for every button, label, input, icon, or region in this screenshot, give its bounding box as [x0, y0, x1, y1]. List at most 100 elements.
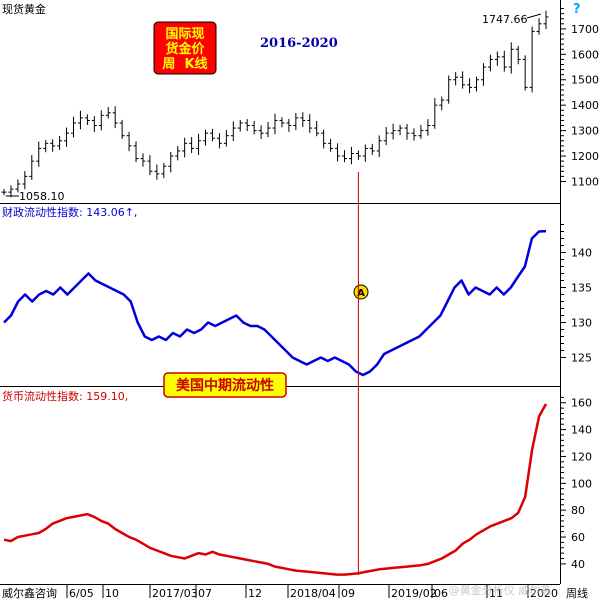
gold-ohlc-bar [411, 128, 417, 141]
fiscal-annotation-letter: A [357, 288, 365, 299]
gold-ohlc-bar [272, 113, 278, 135]
gold-series [1, 10, 549, 198]
gold-ohlc-bar [77, 110, 83, 130]
gold-price-panel: 现货黄金 国际现 货金价 周 K线 2016-2020 1747.66 1058… [1, 2, 599, 203]
gold-y-tick-label: 1700 [571, 23, 599, 36]
gold-ohlc-bar [8, 185, 14, 198]
gold-ohlc-bar [223, 129, 229, 147]
panel-frames [0, 0, 561, 585]
gold-ohlc-bar [439, 96, 445, 111]
x-tick-label: 2018/04 [290, 587, 336, 600]
fiscal-y-tick-label: 135 [571, 282, 592, 295]
gold-ohlc-bar [536, 18, 542, 35]
x-tick-label: 周线 [566, 586, 588, 600]
gold-ohlc-bar [522, 55, 528, 91]
gold-ohlc-bar [133, 141, 139, 163]
gold-y-tick-label: 1400 [571, 99, 599, 112]
gold-ohlc-bar [515, 45, 521, 65]
gold-ohlc-bar [189, 136, 195, 153]
gold-ohlc-bar [529, 26, 535, 93]
gold-ohlc-bar [43, 140, 49, 153]
money-y-tick-label: 60 [571, 531, 585, 544]
gold-ohlc-bar [209, 128, 215, 142]
gold-ohlc-bar [50, 139, 56, 152]
gold-high-label: 1747.66 [482, 13, 528, 26]
gold-ohlc-bar [355, 150, 361, 160]
gold-panel-title: 现货黄金 [2, 2, 46, 16]
gold-box-line-2: 货金价 [165, 41, 205, 57]
gold-ohlc-bar [182, 137, 188, 158]
question-marker[interactable]: ? [573, 2, 581, 17]
x-tick-label: 06 [434, 587, 448, 600]
fiscal-y-ticks: 125 130 135 140 [561, 224, 592, 365]
gold-ohlc-bar [425, 119, 431, 136]
gold-high-pointer [526, 13, 542, 19]
gold-ohlc-bar [328, 139, 334, 152]
gold-ohlc-bar [258, 125, 264, 140]
gold-ohlc-bar [279, 117, 285, 128]
gold-ohlc-bar [147, 155, 153, 176]
gold-ohlc-bar [286, 118, 292, 132]
gold-ohlc-bar [404, 123, 410, 140]
money-y-tick-label: 80 [571, 504, 585, 517]
gold-y-tick-label: 1600 [571, 48, 599, 61]
money-y-tick-label: 140 [571, 424, 592, 437]
gold-ohlc-bar [390, 123, 396, 140]
fiscal-y-tick-label: 140 [571, 247, 592, 260]
gold-box-line-1: 国际现 [165, 27, 204, 42]
gold-ohlc-bar [501, 50, 507, 72]
gold-ohlc-bar [57, 135, 63, 150]
gold-ohlc-bar [397, 124, 403, 136]
watermark: @黄金分析仪 威尔鑫 [449, 583, 552, 597]
gold-low-label: 1058.10 [19, 190, 65, 203]
gold-box-line-3: 周 K线 [162, 56, 207, 72]
gold-ohlc-bar [487, 54, 493, 72]
gold-ohlc-bar [321, 129, 327, 149]
gold-ohlc-bar [1, 189, 7, 196]
gold-ohlc-bar [543, 10, 549, 30]
gold-ohlc-bar [22, 171, 28, 190]
x-tick-label: 12 [248, 587, 262, 600]
liquidity-callout: 美国中期流动性 [163, 372, 287, 398]
money-y-tick-label: 120 [571, 450, 592, 463]
gold-ohlc-bar [36, 141, 42, 167]
gold-ohlc-bar [446, 75, 452, 104]
money-liquidity-panel: 货币流动性指数: 159.10, 美国中期流动性 40 60 80 100 120 140… [2, 372, 592, 576]
fiscal-annotation: A [353, 284, 369, 300]
money-y-ticks: 40 60 80 100 120 140 160 [561, 397, 592, 571]
gold-ohlc-bar [175, 146, 181, 161]
fiscal-liquidity-panel: 财政流动性指数: 143.06↑, 125 130 135 140 A [2, 205, 592, 377]
money-y-tick-label: 40 [571, 558, 585, 571]
gold-ohlc-bar [293, 113, 299, 131]
gold-y-tick-label: 1300 [571, 125, 599, 138]
gold-ohlc-bar [467, 78, 473, 94]
gold-ohlc-bar [216, 133, 222, 149]
gold-ohlc-bar [460, 71, 466, 89]
gold-ohlc-bar [383, 127, 389, 146]
x-tick-label: 09 [341, 587, 355, 600]
gold-ohlc-bar [140, 153, 146, 167]
x-tick-label: 10 [105, 587, 119, 600]
gold-ohlc-bar [244, 119, 250, 132]
gold-ohlc-bar [98, 110, 104, 131]
fiscal-y-tick-label: 130 [571, 317, 592, 330]
gold-ohlc-bar [154, 164, 160, 180]
gold-ohlc-bar [265, 121, 271, 138]
x-tick-label: 6/05 [69, 587, 94, 600]
money-y-tick-label: 100 [571, 477, 592, 490]
gold-ohlc-bar [126, 131, 132, 152]
gold-ohlc-bar [307, 114, 313, 133]
x-tick-label: 2019/02 [391, 587, 437, 600]
gold-ohlc-bar [348, 146, 354, 165]
gold-ohlc-bar [84, 114, 90, 126]
gold-ohlc-bar [91, 116, 97, 133]
x-tick-label: 威尔鑫咨询 [2, 586, 57, 600]
gold-ohlc-bar [119, 119, 125, 140]
x-axis: 威尔鑫咨询 6/05 10 2017/03 07 12 2018/04 09 2019/0206… [2, 585, 588, 600]
gold-ohlc-bar [251, 120, 257, 135]
gold-ohlc-bar [196, 133, 202, 156]
gold-ohlc-bar [29, 155, 35, 180]
gold-ohlc-bar [341, 150, 347, 163]
gold-ohlc-bar [314, 120, 320, 137]
